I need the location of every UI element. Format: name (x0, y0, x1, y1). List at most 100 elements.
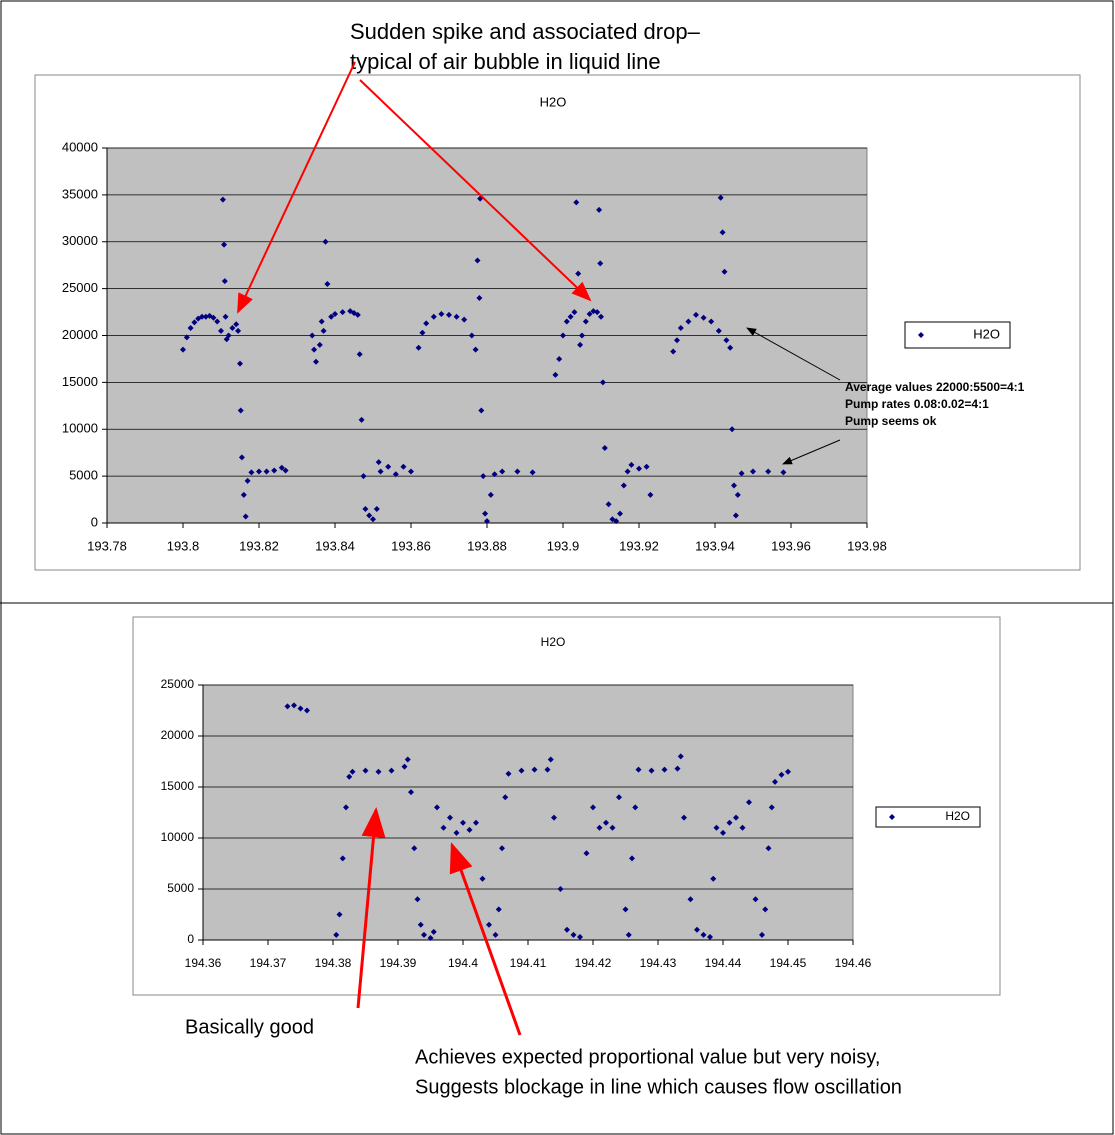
data-point (677, 753, 684, 760)
data-point (474, 257, 481, 264)
data-point (577, 933, 583, 940)
x-tick-label: 194.39 (380, 956, 417, 970)
x-tick-label: 193.86 (391, 538, 431, 553)
data-point (551, 814, 557, 821)
data-point (316, 341, 323, 348)
x-tick-label: 193.84 (315, 538, 355, 553)
data-point (560, 332, 566, 339)
data-point (710, 875, 717, 882)
x-tick-label: 193.96 (771, 538, 811, 553)
data-point (674, 337, 680, 344)
data-point (603, 819, 609, 826)
data-point (332, 310, 338, 317)
y-tick-label: 25000 (62, 280, 98, 295)
data-point (726, 819, 733, 826)
data-point (629, 855, 635, 862)
data-point (594, 309, 601, 316)
data-point (567, 313, 574, 320)
data-point (304, 707, 310, 714)
data-point (624, 468, 631, 475)
data-point (674, 765, 681, 772)
data-point (732, 512, 739, 519)
legend-marker (889, 814, 895, 820)
data-point (430, 928, 437, 935)
data-point (723, 337, 730, 344)
data-point (461, 316, 468, 323)
data-point (199, 313, 205, 320)
data-point (579, 332, 585, 339)
arrow (449, 842, 522, 1036)
data-point (609, 824, 616, 831)
data-point (349, 768, 356, 775)
data-point (681, 814, 687, 821)
data-point (531, 766, 538, 773)
data-point (324, 280, 331, 287)
data-point (596, 824, 603, 831)
data-point (661, 766, 668, 773)
annotation: typical of air bubble in liquid line (350, 49, 661, 74)
data-point (768, 804, 775, 811)
x-tick-label: 194.4 (448, 956, 478, 970)
data-point (605, 501, 612, 508)
data-point (635, 766, 642, 773)
x-tick-label: 193.94 (695, 538, 735, 553)
data-point (370, 516, 376, 523)
arrow (359, 79, 592, 302)
data-point (238, 454, 245, 461)
data-point (700, 314, 707, 321)
data-point (597, 260, 604, 267)
arrow (356, 807, 386, 1009)
data-point (421, 931, 427, 938)
data-point (328, 313, 335, 320)
y-tick-label: 25000 (161, 677, 195, 691)
chart-title: H2O (541, 635, 566, 649)
data-point (244, 477, 251, 484)
data-point (356, 351, 363, 358)
data-point (636, 465, 642, 472)
data-point (547, 756, 554, 763)
x-tick-label: 194.38 (315, 956, 352, 970)
data-point (447, 814, 453, 821)
data-point (484, 518, 490, 525)
data-point (446, 311, 452, 318)
data-point (240, 491, 247, 498)
data-point (362, 767, 369, 774)
data-point (759, 931, 765, 938)
data-point (191, 319, 198, 326)
data-point (480, 473, 487, 480)
y-tick-label: 0 (187, 932, 194, 946)
y-tick-label: 15000 (161, 779, 195, 793)
data-point (625, 931, 632, 938)
data-point (750, 468, 756, 475)
legend-marker (918, 332, 924, 338)
x-tick-label: 193.8 (167, 538, 200, 553)
data-point (628, 461, 635, 468)
x-tick-label: 193.88 (467, 538, 507, 553)
data-point (499, 468, 506, 475)
data-point (440, 824, 447, 831)
plot-area (202, 684, 854, 941)
x-tick-label: 194.44 (705, 956, 742, 970)
data-point (647, 491, 654, 498)
data-point (529, 469, 536, 476)
data-point (423, 320, 430, 327)
data-point (552, 371, 559, 378)
x-tick-label: 194.46 (835, 956, 872, 970)
data-point (583, 850, 590, 857)
data-point (309, 332, 316, 339)
data-point (719, 229, 726, 236)
data-point (453, 829, 460, 836)
data-point (284, 703, 291, 710)
data-point (333, 931, 340, 938)
data-point (282, 467, 289, 474)
data-point (599, 379, 606, 386)
data-point (505, 770, 512, 777)
x-tick-label: 193.9 (547, 538, 580, 553)
data-point (700, 931, 707, 938)
x-tick-label: 194.45 (770, 956, 807, 970)
data-point (598, 313, 604, 320)
data-point (229, 325, 236, 331)
data-point (487, 491, 494, 498)
data-point (472, 346, 479, 353)
y-tick-label: 5000 (69, 468, 98, 483)
